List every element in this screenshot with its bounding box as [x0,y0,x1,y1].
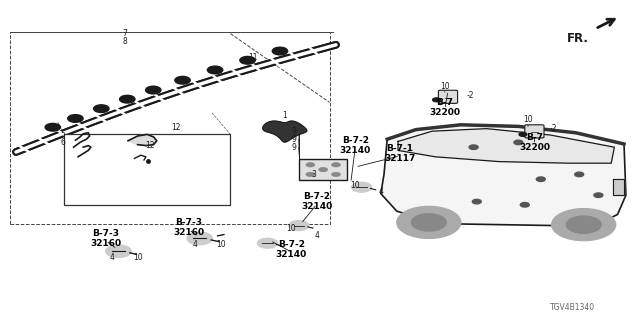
FancyBboxPatch shape [525,125,544,138]
Polygon shape [613,179,624,195]
Text: TGV4B1340: TGV4B1340 [550,303,595,312]
Text: 7: 7 [122,29,127,38]
Text: 10: 10 [216,240,226,249]
Circle shape [93,105,109,113]
Circle shape [469,145,478,149]
Text: B-7-2
32140: B-7-2 32140 [340,136,371,155]
Circle shape [187,232,212,245]
Bar [10,32,330,224]
Circle shape [594,193,603,197]
Circle shape [536,177,545,181]
Circle shape [68,115,83,122]
Polygon shape [128,134,157,146]
Circle shape [106,245,131,258]
Polygon shape [381,125,626,226]
Circle shape [397,206,461,238]
Text: -2: -2 [550,124,557,133]
Text: 10: 10 [523,116,533,124]
Text: 12: 12 [146,141,155,150]
FancyBboxPatch shape [438,90,458,103]
Text: B-7-1
32117: B-7-1 32117 [384,144,416,163]
Circle shape [240,56,255,64]
Bar [300,159,348,180]
Circle shape [319,167,328,172]
Text: 4: 4 [109,253,115,262]
Circle shape [351,182,372,192]
Circle shape [207,66,223,74]
Text: 10: 10 [440,82,450,91]
Polygon shape [398,129,614,163]
Circle shape [45,124,60,131]
Text: 4: 4 [314,231,319,240]
Circle shape [306,163,315,167]
Circle shape [472,199,481,204]
Text: 10: 10 [350,181,360,190]
Circle shape [332,172,340,177]
Circle shape [566,216,602,234]
Text: 9: 9 [292,135,297,144]
Text: B-7-2
32140: B-7-2 32140 [301,192,332,211]
Text: B-7
32200: B-7 32200 [519,133,550,152]
Circle shape [289,220,309,231]
Circle shape [332,163,340,167]
Circle shape [120,95,135,103]
Circle shape [519,132,527,136]
Text: 9: 9 [292,127,297,136]
Circle shape [433,98,440,102]
Text: B-7-3
32160: B-7-3 32160 [90,229,121,248]
Text: FR.: FR. [567,32,589,45]
Circle shape [514,140,523,145]
Text: 11: 11 [248,53,257,62]
Text: B-7-2
32140: B-7-2 32140 [276,240,307,259]
Text: B-7
32200: B-7 32200 [429,98,460,116]
Text: 9: 9 [292,143,297,152]
Circle shape [552,209,616,241]
Polygon shape [263,121,307,142]
Circle shape [520,203,529,207]
Text: 4: 4 [193,240,198,249]
Text: 10: 10 [132,253,143,262]
Circle shape [272,47,287,55]
Text: -2: -2 [467,92,474,100]
Text: 4: 4 [378,188,383,196]
Circle shape [306,172,315,177]
Text: 3: 3 [311,170,316,179]
Circle shape [575,172,584,177]
Circle shape [257,238,278,248]
Circle shape [412,214,447,231]
Text: 6: 6 [60,138,65,147]
Text: 8: 8 [122,37,127,46]
Circle shape [145,86,161,94]
Text: B-7-3
32160: B-7-3 32160 [173,218,204,236]
Text: 10: 10 [286,224,296,233]
Text: 12: 12 [172,124,180,132]
Circle shape [175,76,190,84]
Text: 5: 5 [60,130,65,139]
Text: 1: 1 [282,111,287,120]
Bar [64,134,230,205]
